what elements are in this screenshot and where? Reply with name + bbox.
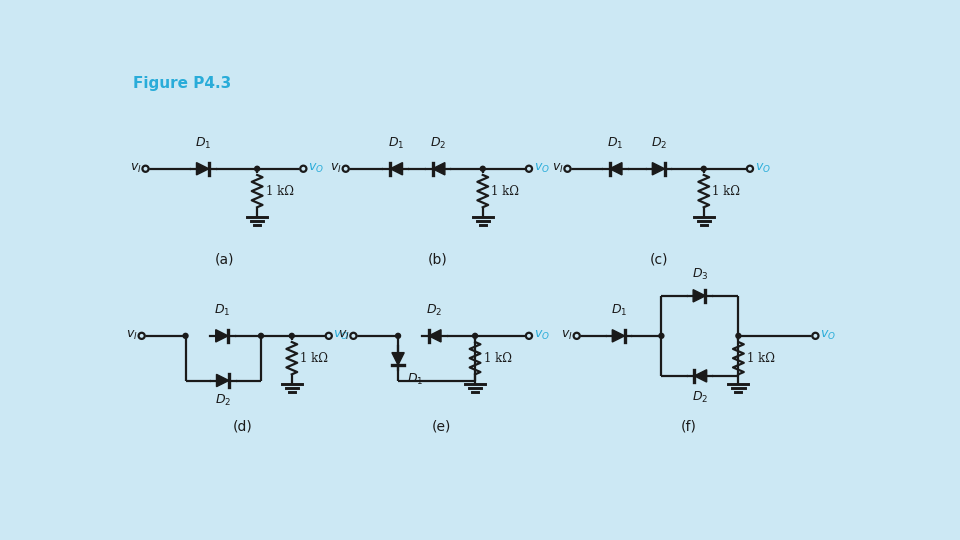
Text: $D_1$: $D_1$ bbox=[407, 372, 423, 387]
Text: 1 kΩ: 1 kΩ bbox=[484, 352, 512, 365]
Circle shape bbox=[472, 333, 477, 338]
Circle shape bbox=[183, 333, 188, 338]
Circle shape bbox=[747, 166, 753, 172]
Text: $v_O$: $v_O$ bbox=[333, 329, 349, 342]
Polygon shape bbox=[392, 353, 404, 365]
Text: Figure P4.3: Figure P4.3 bbox=[133, 76, 231, 91]
Circle shape bbox=[702, 166, 707, 171]
Circle shape bbox=[480, 166, 485, 171]
Text: $v_I$: $v_I$ bbox=[126, 329, 138, 342]
Text: 1 kΩ: 1 kΩ bbox=[747, 352, 775, 365]
Text: $D_3$: $D_3$ bbox=[691, 267, 708, 282]
Polygon shape bbox=[390, 163, 402, 175]
Circle shape bbox=[396, 333, 400, 338]
Text: 1 kΩ: 1 kΩ bbox=[300, 352, 328, 365]
Text: $v_I$: $v_I$ bbox=[552, 162, 564, 176]
Text: $D_2$: $D_2$ bbox=[215, 393, 231, 408]
Text: $v_O$: $v_O$ bbox=[308, 162, 324, 176]
Circle shape bbox=[254, 166, 259, 171]
Text: $D_2$: $D_2$ bbox=[692, 390, 708, 405]
Text: $D_2$: $D_2$ bbox=[426, 303, 443, 318]
Text: 1 kΩ: 1 kΩ bbox=[492, 185, 519, 198]
Circle shape bbox=[350, 333, 356, 339]
Text: $v_I$: $v_I$ bbox=[338, 329, 349, 342]
Circle shape bbox=[526, 333, 532, 339]
Text: (d): (d) bbox=[233, 420, 252, 434]
Polygon shape bbox=[694, 370, 707, 382]
Text: (b): (b) bbox=[427, 253, 447, 267]
Text: $D_1$: $D_1$ bbox=[611, 303, 627, 318]
Text: $D_2$: $D_2$ bbox=[430, 136, 446, 151]
Circle shape bbox=[526, 166, 532, 172]
Polygon shape bbox=[610, 163, 622, 175]
Text: (a): (a) bbox=[215, 253, 234, 267]
Text: $v_O$: $v_O$ bbox=[755, 162, 771, 176]
Text: $v_I$: $v_I$ bbox=[130, 162, 142, 176]
Circle shape bbox=[574, 333, 580, 339]
Text: $v_I$: $v_I$ bbox=[561, 329, 573, 342]
Text: (c): (c) bbox=[650, 253, 668, 267]
Circle shape bbox=[325, 333, 332, 339]
Text: 1 kΩ: 1 kΩ bbox=[266, 185, 294, 198]
Circle shape bbox=[343, 166, 348, 172]
Text: $v_I$: $v_I$ bbox=[330, 162, 342, 176]
Text: (e): (e) bbox=[431, 420, 451, 434]
Polygon shape bbox=[429, 330, 441, 342]
Text: (f): (f) bbox=[681, 420, 696, 434]
Text: $D_1$: $D_1$ bbox=[607, 136, 623, 151]
Polygon shape bbox=[433, 163, 444, 175]
Circle shape bbox=[138, 333, 145, 339]
Text: $D_1$: $D_1$ bbox=[388, 136, 404, 151]
Circle shape bbox=[736, 333, 741, 338]
Polygon shape bbox=[217, 374, 228, 387]
Text: $v_O$: $v_O$ bbox=[820, 329, 836, 342]
Circle shape bbox=[289, 333, 295, 338]
Circle shape bbox=[258, 333, 263, 338]
Circle shape bbox=[142, 166, 149, 172]
Circle shape bbox=[564, 166, 570, 172]
Polygon shape bbox=[216, 330, 228, 342]
Text: $v_O$: $v_O$ bbox=[534, 329, 549, 342]
Circle shape bbox=[300, 166, 306, 172]
Text: $v_O$: $v_O$ bbox=[534, 162, 549, 176]
Polygon shape bbox=[693, 289, 706, 302]
Polygon shape bbox=[197, 163, 208, 175]
Polygon shape bbox=[612, 330, 625, 342]
Circle shape bbox=[812, 333, 819, 339]
Polygon shape bbox=[652, 163, 664, 175]
Circle shape bbox=[659, 333, 664, 338]
Text: $D_2$: $D_2$ bbox=[651, 136, 667, 151]
Text: 1 kΩ: 1 kΩ bbox=[712, 185, 740, 198]
Text: $D_1$: $D_1$ bbox=[195, 136, 211, 151]
Text: $D_1$: $D_1$ bbox=[214, 303, 230, 318]
